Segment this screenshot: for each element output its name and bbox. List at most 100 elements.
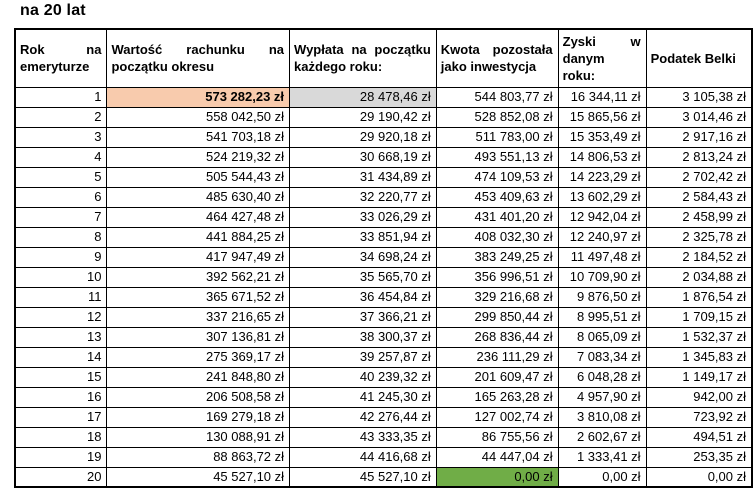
cell-value[interactable]: 33 026,29 zł <box>289 206 437 228</box>
cell-year[interactable]: 13 <box>14 326 108 348</box>
cell-value[interactable]: 544 803,77 zł <box>435 86 559 108</box>
cell-value[interactable]: 29 190,42 zł <box>289 106 437 128</box>
cell-year[interactable]: 8 <box>14 226 108 248</box>
cell-value[interactable]: 528 852,08 zł <box>435 106 559 128</box>
cell-value[interactable]: 10 709,90 zł <box>557 266 647 288</box>
column-header-wyplata[interactable]: Wypłata na początku każdego roku: <box>289 28 437 88</box>
cell-value[interactable]: 0,00 zł <box>557 466 647 488</box>
cell-value[interactable]: 8 065,09 zł <box>557 326 647 348</box>
cell-value[interactable]: 12 942,04 zł <box>557 206 647 228</box>
cell-value[interactable]: 31 434,89 zł <box>289 166 437 188</box>
cell-year[interactable]: 4 <box>14 146 108 168</box>
cell-value[interactable]: 2 584,43 zł <box>645 186 753 208</box>
cell-value[interactable]: 41 245,30 zł <box>289 386 437 408</box>
column-header-kwota-pozostala[interactable]: Kwota pozostała jako inwestycja <box>435 28 559 88</box>
cell-value[interactable]: 127 002,74 zł <box>435 406 559 428</box>
cell-value[interactable]: 40 239,32 zł <box>289 366 437 388</box>
cell-value[interactable]: 493 551,13 zł <box>435 146 559 168</box>
cell-year[interactable]: 7 <box>14 206 108 228</box>
cell-value[interactable]: 16 344,11 zł <box>557 86 647 108</box>
cell-value[interactable]: 253,35 zł <box>645 446 753 468</box>
cell-value[interactable]: 30 668,19 zł <box>289 146 437 168</box>
cell-value[interactable]: 511 783,00 zł <box>435 126 559 148</box>
cell-value[interactable]: 356 996,51 zł <box>435 266 559 288</box>
cell-value[interactable]: 33 851,94 zł <box>289 226 437 248</box>
cell-value[interactable]: 15 865,56 zł <box>557 106 647 128</box>
cell-value[interactable]: 524 219,32 zł <box>106 146 291 168</box>
cell-value[interactable]: 9 876,50 zł <box>557 286 647 308</box>
cell-value[interactable]: 14 223,29 zł <box>557 166 647 188</box>
cell-value[interactable]: 2 034,88 zł <box>645 266 753 288</box>
cell-value[interactable]: 723,92 zł <box>645 406 753 428</box>
cell-highlighted[interactable]: 28 478,46 zł <box>289 86 437 108</box>
cell-value[interactable]: 2 184,52 zł <box>645 246 753 268</box>
cell-value[interactable]: 494,51 zł <box>645 426 753 448</box>
cell-value[interactable]: 2 917,16 zł <box>645 126 753 148</box>
column-header-zyski[interactable]: Zyski w danym roku: <box>557 28 647 88</box>
cell-value[interactable]: 165 263,28 zł <box>435 386 559 408</box>
cell-value[interactable]: 441 884,25 zł <box>106 226 291 248</box>
cell-value[interactable]: 299 850,44 zł <box>435 306 559 328</box>
column-header-podatek-belki[interactable]: Podatek Belki <box>645 28 753 88</box>
cell-value[interactable]: 38 300,37 zł <box>289 326 437 348</box>
cell-year[interactable]: 3 <box>14 126 108 148</box>
cell-value[interactable]: 485 630,40 zł <box>106 186 291 208</box>
cell-value[interactable]: 45 527,10 zł <box>106 466 291 488</box>
cell-value[interactable]: 45 527,10 zł <box>289 466 437 488</box>
cell-value[interactable]: 201 609,47 zł <box>435 366 559 388</box>
cell-value[interactable]: 365 671,52 zł <box>106 286 291 308</box>
cell-value[interactable]: 2 702,42 zł <box>645 166 753 188</box>
cell-value[interactable]: 36 454,84 zł <box>289 286 437 308</box>
cell-value[interactable]: 12 240,97 zł <box>557 226 647 248</box>
cell-value[interactable]: 3 014,46 zł <box>645 106 753 128</box>
cell-year[interactable]: 15 <box>14 366 108 388</box>
cell-value[interactable]: 37 366,21 zł <box>289 306 437 328</box>
cell-year[interactable]: 19 <box>14 446 108 468</box>
cell-highlighted[interactable]: 0,00 zł <box>435 466 559 488</box>
cell-value[interactable]: 13 602,29 zł <box>557 186 647 208</box>
cell-value[interactable]: 337 216,65 zł <box>106 306 291 328</box>
cell-year[interactable]: 12 <box>14 306 108 328</box>
cell-year[interactable]: 20 <box>14 466 108 488</box>
cell-value[interactable]: 1 333,41 zł <box>557 446 647 468</box>
cell-value[interactable]: 275 369,17 zł <box>106 346 291 368</box>
cell-value[interactable]: 2 325,78 zł <box>645 226 753 248</box>
cell-value[interactable]: 417 947,49 zł <box>106 246 291 268</box>
column-header-rok-na-emeryturze[interactable]: Rok na emeryturze <box>14 28 108 88</box>
cell-value[interactable]: 431 401,20 zł <box>435 206 559 228</box>
column-header-wartosc-rachunku[interactable]: Wartość rachunku na początku okresu <box>106 28 291 88</box>
cell-year[interactable]: 1 <box>14 86 108 108</box>
cell-highlighted[interactable]: 573 282,23 zł <box>106 86 291 108</box>
cell-value[interactable]: 8 995,51 zł <box>557 306 647 328</box>
cell-value[interactable]: 392 562,21 zł <box>106 266 291 288</box>
cell-year[interactable]: 17 <box>14 406 108 428</box>
cell-value[interactable]: 505 544,43 zł <box>106 166 291 188</box>
cell-value[interactable]: 307 136,81 zł <box>106 326 291 348</box>
cell-value[interactable]: 44 447,04 zł <box>435 446 559 468</box>
cell-value[interactable]: 1 532,37 zł <box>645 326 753 348</box>
cell-value[interactable]: 11 497,48 zł <box>557 246 647 268</box>
cell-value[interactable]: 541 703,18 zł <box>106 126 291 148</box>
cell-value[interactable]: 1 149,17 zł <box>645 366 753 388</box>
cell-value[interactable]: 3 105,38 zł <box>645 86 753 108</box>
cell-value[interactable]: 942,00 zł <box>645 386 753 408</box>
cell-value[interactable]: 558 042,50 zł <box>106 106 291 128</box>
cell-value[interactable]: 32 220,77 zł <box>289 186 437 208</box>
cell-value[interactable]: 329 216,68 zł <box>435 286 559 308</box>
cell-value[interactable]: 4 957,90 zł <box>557 386 647 408</box>
cell-value[interactable]: 474 109,53 zł <box>435 166 559 188</box>
cell-year[interactable]: 16 <box>14 386 108 408</box>
cell-value[interactable]: 130 088,91 zł <box>106 426 291 448</box>
cell-value[interactable]: 34 698,24 zł <box>289 246 437 268</box>
cell-value[interactable]: 453 409,63 zł <box>435 186 559 208</box>
cell-value[interactable]: 29 920,18 zł <box>289 126 437 148</box>
cell-year[interactable]: 2 <box>14 106 108 128</box>
cell-value[interactable]: 44 416,68 zł <box>289 446 437 468</box>
cell-value[interactable]: 39 257,87 zł <box>289 346 437 368</box>
cell-value[interactable]: 1 345,83 zł <box>645 346 753 368</box>
cell-value[interactable]: 3 810,08 zł <box>557 406 647 428</box>
cell-value[interactable]: 408 032,30 zł <box>435 226 559 248</box>
cell-value[interactable]: 14 806,53 zł <box>557 146 647 168</box>
cell-value[interactable]: 383 249,25 zł <box>435 246 559 268</box>
cell-value[interactable]: 1 709,15 zł <box>645 306 753 328</box>
